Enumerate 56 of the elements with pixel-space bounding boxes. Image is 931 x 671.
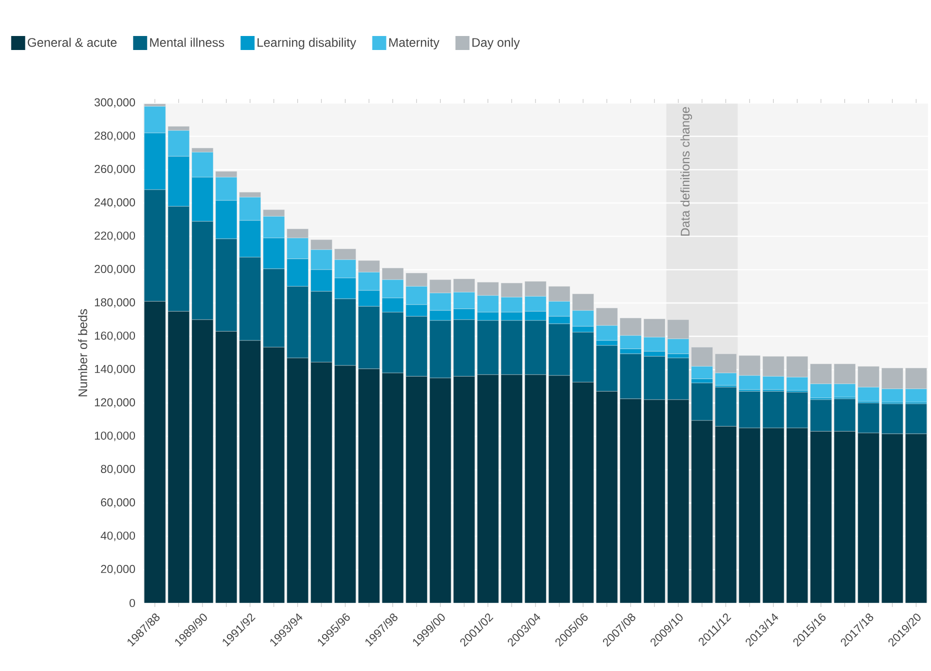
bar [905, 434, 927, 603]
bar [430, 378, 452, 603]
y-tick-label: 120,000 [94, 398, 136, 408]
y-tick-label: 160,000 [94, 332, 136, 342]
y-tick-label: 180,000 [94, 298, 136, 308]
y-tick-label: 80,000 [100, 464, 136, 474]
y-tick-label: 140,000 [94, 364, 136, 374]
bar [477, 374, 499, 603]
bar [572, 382, 594, 603]
bar [192, 320, 214, 603]
bar [762, 428, 784, 603]
bar [620, 398, 642, 603]
bar [263, 347, 285, 603]
band-label: Data definitions change [680, 107, 692, 236]
bar [810, 431, 832, 603]
legend-label: General & acute [28, 38, 117, 47]
bar [453, 376, 475, 603]
bar [715, 426, 737, 603]
bar [691, 420, 713, 603]
bar [882, 434, 904, 603]
y-tick-label: 260,000 [94, 164, 136, 174]
bar [334, 365, 356, 603]
bar [168, 311, 190, 603]
y-tick-label: 0 [130, 598, 136, 608]
bar [216, 331, 237, 603]
y-tick-label: 20,000 [101, 564, 136, 574]
bar [286, 358, 308, 603]
bar [644, 400, 666, 603]
y-tick-label: 60,000 [101, 498, 136, 508]
bar [548, 375, 570, 603]
bar [524, 374, 546, 603]
bar [358, 368, 380, 603]
bar [144, 301, 166, 603]
y-tick-label: 280,000 [94, 132, 136, 142]
bar [834, 431, 856, 603]
bar [596, 391, 618, 603]
y-tick-label: 220,000 [94, 232, 136, 242]
bar [668, 400, 689, 603]
y-tick-label: 240,000 [94, 198, 136, 208]
bar [858, 433, 880, 603]
legend-label: Maternity [389, 38, 440, 50]
y-axis-title: Number of beds [78, 309, 88, 396]
bar [786, 428, 808, 603]
bar [239, 340, 261, 603]
bar [382, 372, 404, 603]
legend-label: Learning disability [258, 38, 356, 50]
legend-label: Day only [472, 38, 520, 50]
y-tick-label: 40,000 [100, 532, 136, 542]
legend-label: Mental illness [150, 38, 224, 47]
bar [406, 376, 428, 603]
y-tick-label: 100,000 [94, 432, 136, 442]
bar [310, 362, 332, 603]
bar [738, 428, 760, 603]
y-tick-label: 300,000 [94, 98, 136, 108]
y-tick-label: 200,000 [94, 264, 136, 274]
bar [501, 374, 522, 603]
